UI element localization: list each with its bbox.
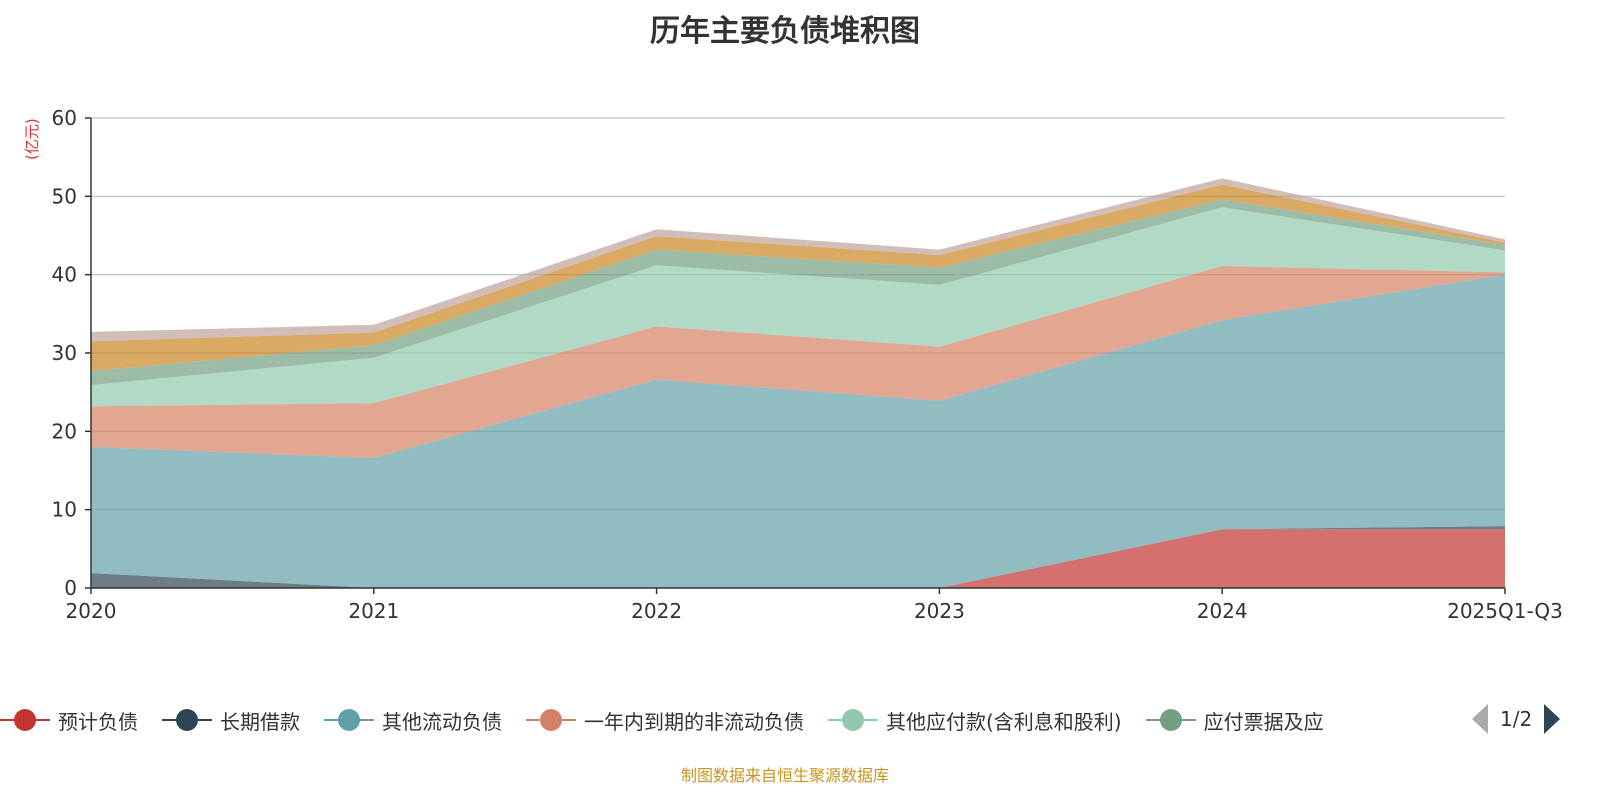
area-series-6	[91, 184, 1505, 372]
legend-symbol-icon	[526, 708, 576, 732]
x-tick-label: 2020	[66, 599, 117, 623]
legend-item[interactable]: 其他流动负债	[324, 706, 502, 735]
legend-page-label: 1/2	[1500, 707, 1533, 731]
area-series-3	[91, 266, 1505, 458]
legend-label: 其他应付款(含利息和股利)	[886, 709, 1122, 734]
y-tick-label: 60	[52, 106, 77, 130]
y-tick-label: 40	[52, 263, 77, 287]
chart-title: 历年主要负债堆积图	[650, 14, 920, 49]
x-tick-label: 2025Q1-Q3	[1447, 599, 1563, 623]
legend-label: 应付票据及应	[1203, 709, 1324, 734]
legend-item[interactable]: 预计负债	[0, 706, 138, 735]
legend-symbol-icon	[0, 708, 50, 732]
x-tick-label: 2023	[914, 599, 965, 623]
legend-symbol-icon	[324, 708, 374, 732]
x-tick-label: 2024	[1197, 599, 1248, 623]
y-tick-label: 10	[52, 498, 77, 522]
legend-label: 长期借款	[220, 709, 300, 734]
legend-item[interactable]: 其他应付款(含利息和股利)	[828, 706, 1122, 735]
data-source-note: 制图数据来自恒生聚源数据库	[680, 766, 889, 785]
legend-pager: 1/2	[1472, 704, 1561, 734]
stacked-area-chart: 0 10 20 30 40 50 60 2020 2021 2022 2023 2024 2025Q1-…	[52, 106, 1563, 623]
y-tick-label: 20	[52, 419, 77, 443]
legend-symbol-icon	[828, 708, 878, 732]
y-tick-label: 30	[52, 341, 77, 365]
legend-item[interactable]: 应付票据及应	[1145, 706, 1324, 735]
area-series-0	[91, 529, 1505, 588]
legend-prev-page-icon[interactable]	[1472, 704, 1488, 734]
y-tick-label: 50	[52, 184, 77, 208]
legend-item[interactable]: 一年内到期的非流动负债	[526, 706, 804, 735]
legend-label: 其他流动负债	[382, 709, 502, 734]
legend-item[interactable]: 长期借款	[162, 706, 300, 735]
area-series-1	[91, 526, 1505, 588]
legend-symbol-icon	[1145, 708, 1196, 732]
legend-symbol-icon	[162, 708, 212, 732]
area-series-2	[91, 274, 1505, 588]
legend: 预计负债 长期借款 其他流动负债 一年内到期的非流动负债 其他应付款(含利息和股利) 应付…	[0, 704, 1348, 736]
legend-label: 预计负债	[58, 709, 138, 734]
x-tick-label: 2022	[631, 599, 682, 623]
area-series-4	[91, 207, 1505, 407]
x-tick-label: 2021	[348, 599, 399, 623]
legend-next-page-icon[interactable]	[1544, 704, 1561, 734]
y-tick-label: 0	[64, 576, 77, 600]
legend-label: 一年内到期的非流动负债	[584, 709, 804, 734]
area-series-5	[91, 199, 1505, 386]
